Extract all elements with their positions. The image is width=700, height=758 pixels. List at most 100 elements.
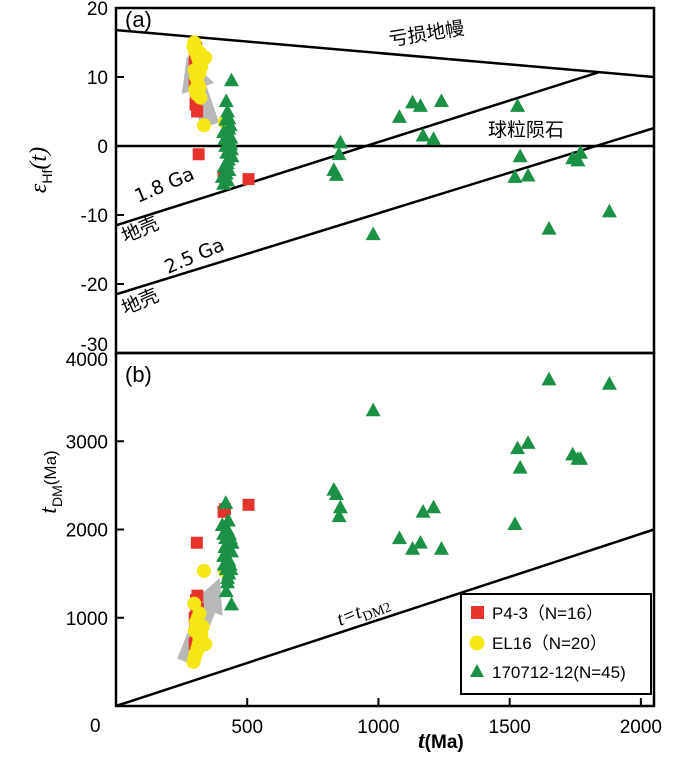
point-b-s2-26 xyxy=(328,486,344,501)
point-b-s2-17 xyxy=(223,561,239,576)
point-a-s1-18 xyxy=(187,35,202,50)
x-tick-label-1500: 1500 xyxy=(489,717,531,738)
crust-1-8-crust-label: 地壳 xyxy=(118,212,162,247)
point-b-s2-33 xyxy=(415,504,431,518)
y-tick-label-a-10: 10 xyxy=(87,68,108,89)
point-a-s2-1 xyxy=(218,93,234,107)
x-title-unit: (Ma) xyxy=(425,732,464,753)
point-a-s2-16 xyxy=(221,120,237,135)
crust-2-5-age-label: 2.5 Ga xyxy=(161,234,227,279)
y-tick-label-b-4000: 4000 xyxy=(66,350,108,371)
legend-marker-circle xyxy=(469,635,485,651)
tdm-sub: DM xyxy=(49,485,65,507)
point-b-s2-43 xyxy=(573,451,589,465)
panel-a-reference-lines xyxy=(116,28,654,296)
point-a-s1-15 xyxy=(196,118,211,133)
point-a-s0-9 xyxy=(192,148,205,161)
point-b-s2-22 xyxy=(222,530,238,545)
point-a-s2-38 xyxy=(507,169,523,183)
panel-b-y-axis-title: tDM(Ma) xyxy=(36,450,65,513)
point-b-s2-35 xyxy=(433,541,449,555)
point-a-s2-26 xyxy=(328,167,344,181)
x-origin-label: 0 xyxy=(90,716,101,737)
ref-line-depleted-mantle xyxy=(116,28,654,79)
point-a-s2-36 xyxy=(510,98,526,112)
point-a-s2-23 xyxy=(214,169,230,183)
x-tick-label-500: 500 xyxy=(231,717,263,738)
point-a-s2-22 xyxy=(222,136,238,151)
y-tick-label-a--20: -20 xyxy=(81,275,108,296)
depleted-mantle-label: 亏损地幔 xyxy=(387,17,466,51)
panel-b-points xyxy=(186,371,617,669)
point-b-s2-16 xyxy=(221,552,237,567)
point-a-s2-2 xyxy=(220,103,236,118)
legend-item-p4-3: P4-3（N=16） xyxy=(492,604,603,623)
legend: P4-3（N=16） EL16（N=20） 170712-12(N=45) xyxy=(460,593,652,695)
panel-b-ticks: 4000 3000 2000 1000 500 1000 1500 2000 xyxy=(66,350,662,738)
x-tick-label-1000: 1000 xyxy=(357,717,399,738)
ref-line-crust-2-5 xyxy=(116,126,654,296)
y-tick-label-a-20: 20 xyxy=(87,0,108,20)
point-b-s1-14 xyxy=(188,647,203,662)
point-b-s2-27 xyxy=(332,499,348,514)
panel-a-y-ticks: 20 10 0 -10 -20 -30 xyxy=(81,0,124,356)
panel-a-y-axis-title: εHf(t) xyxy=(26,147,55,193)
t-tdm2-label: t=tDM2 xyxy=(334,590,394,634)
legend-marker-triangle xyxy=(470,664,484,677)
chur-label: 球粒陨石 xyxy=(488,119,564,141)
point-a-s2-39 xyxy=(520,167,536,182)
point-a-s2-44 xyxy=(601,203,617,218)
point-b-s2-39 xyxy=(520,435,536,449)
legend-box xyxy=(460,593,652,695)
y-tick-label-b-1000: 1000 xyxy=(66,609,108,630)
point-b-s2-19 xyxy=(218,495,234,509)
point-b-s0-0 xyxy=(190,536,203,549)
point-a-s2-20 xyxy=(219,155,235,170)
point-a-s1-16 xyxy=(198,50,213,65)
y-tick-label-b-2000: 2000 xyxy=(66,521,108,542)
svg-text:εHf(t): εHf(t) xyxy=(26,147,55,193)
point-a-s2-35 xyxy=(433,93,449,107)
point-b-s2-12 xyxy=(223,543,239,558)
point-a-s2-28 xyxy=(331,146,347,161)
point-b-s2-15 xyxy=(220,570,236,584)
point-a-s2-27 xyxy=(332,134,348,149)
y-tick-label-a--10: -10 xyxy=(81,206,108,227)
point-a-s2-31 xyxy=(405,94,421,109)
y-tick-label-a--30: -30 xyxy=(81,335,108,356)
point-b-s2-0 xyxy=(223,596,239,611)
point-b-s0-12 xyxy=(242,498,255,511)
point-b-s2-23 xyxy=(214,517,230,531)
tdm-main: t xyxy=(36,506,62,514)
ehf-main: ε xyxy=(26,183,52,193)
point-a-s2-34 xyxy=(426,131,442,145)
x-axis-title: t(Ma) xyxy=(418,728,464,754)
tdm-unit: (Ma) xyxy=(41,450,60,485)
legend-marker-square xyxy=(471,606,484,619)
point-b-s2-38 xyxy=(507,516,523,531)
point-b-s2-28 xyxy=(331,508,347,523)
point-a-s0-6 xyxy=(191,105,204,118)
point-a-s2-21 xyxy=(221,162,237,176)
point-b-s2-29 xyxy=(365,402,381,417)
point-a-s0-11 xyxy=(242,173,255,186)
point-b-s1-19 xyxy=(192,631,207,646)
svg-text:tDM(Ma): tDM(Ma) xyxy=(36,450,65,513)
point-a-s2-42 xyxy=(570,152,586,167)
point-b-s2-32 xyxy=(412,534,428,549)
point-b-s2-34 xyxy=(426,499,442,514)
crust-2-5-crust-label: 地壳 xyxy=(118,284,162,319)
point-b-s2-44 xyxy=(601,376,617,390)
point-a-s2-17 xyxy=(223,129,239,144)
point-b-s1-18 xyxy=(187,596,202,611)
panel-a-points xyxy=(186,35,617,241)
point-b-s2-37 xyxy=(512,459,528,474)
point-a-s2-33 xyxy=(415,127,431,142)
point-b-s2-40 xyxy=(541,371,557,386)
point-b-s2-30 xyxy=(391,530,407,545)
point-a-s2-37 xyxy=(512,148,528,163)
point-b-s2-36 xyxy=(510,440,526,455)
point-a-s1-14 xyxy=(188,82,203,97)
legend-item-170712: 170712-12(N=45) xyxy=(492,663,626,682)
ref-line-crust-1-8 xyxy=(116,70,600,227)
